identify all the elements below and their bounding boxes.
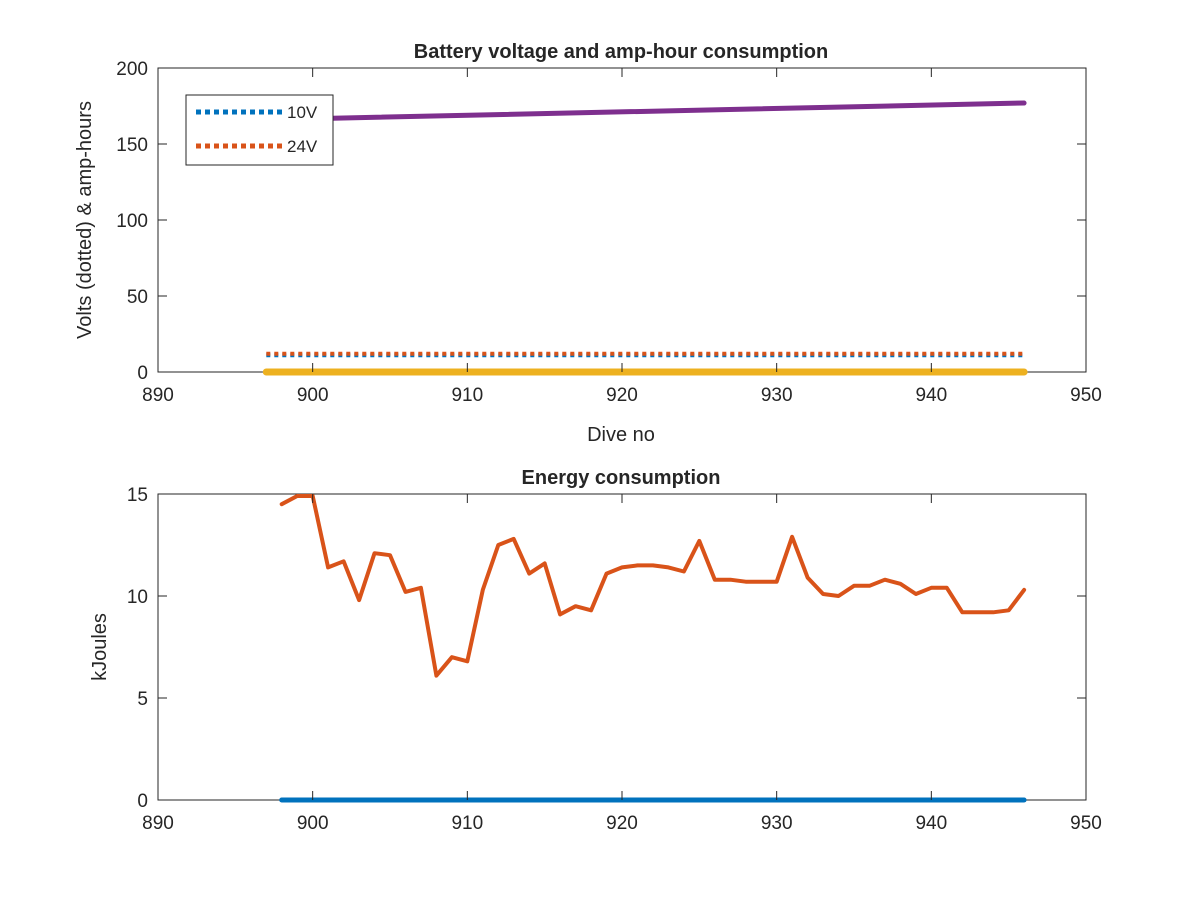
x-tick-label: 930 [761,385,793,406]
x-tick-label: 890 [142,813,174,834]
series-line [263,100,1027,123]
y-tick-label: 100 [116,211,148,232]
x-tick-label: 940 [915,813,947,834]
legend: 10V 24V [185,94,334,166]
x-tick-label: 950 [1070,385,1102,406]
y-tick-label: 5 [137,689,148,710]
legend-label-24v: 24V [287,137,318,156]
y-tick-label: 0 [137,363,148,384]
x-tick-label: 910 [451,813,483,834]
y-tick-label: 0 [137,791,148,812]
x-axis-label: Dive no [587,424,655,446]
y-tick-label: 10 [127,587,148,608]
voltage-axes: Battery voltage and amp-hour consumption… [74,41,1102,446]
legend-box [185,94,334,166]
x-tick-label: 890 [142,385,174,406]
x-tick-label: 920 [606,813,638,834]
x-tick-label: 910 [451,385,483,406]
plot-box [157,493,1087,801]
x-tick-label: 900 [297,385,329,406]
y-axis-label: kJoules [89,613,111,681]
x-tick-label: 920 [606,385,638,406]
y-axis-label: Volts (dotted) & amp-hours [74,101,96,339]
y-tick-label: 200 [116,59,148,80]
x-tick-label: 930 [761,813,793,834]
chart-title: Battery voltage and amp-hour consumption [414,41,828,63]
legend-label-10v: 10V [287,103,318,122]
chart-title: Energy consumption [522,467,721,489]
energy-axes: Energy consumption 890 900 910 920 930 940 950… [89,467,1102,834]
x-tick-label: 940 [915,385,947,406]
y-tick-label: 50 [127,287,148,308]
x-tick-label: 900 [297,813,329,834]
y-tick-label: 150 [116,135,148,156]
y-tick-label: 15 [127,485,148,506]
x-tick-label: 950 [1070,813,1102,834]
series-line [279,494,1027,678]
